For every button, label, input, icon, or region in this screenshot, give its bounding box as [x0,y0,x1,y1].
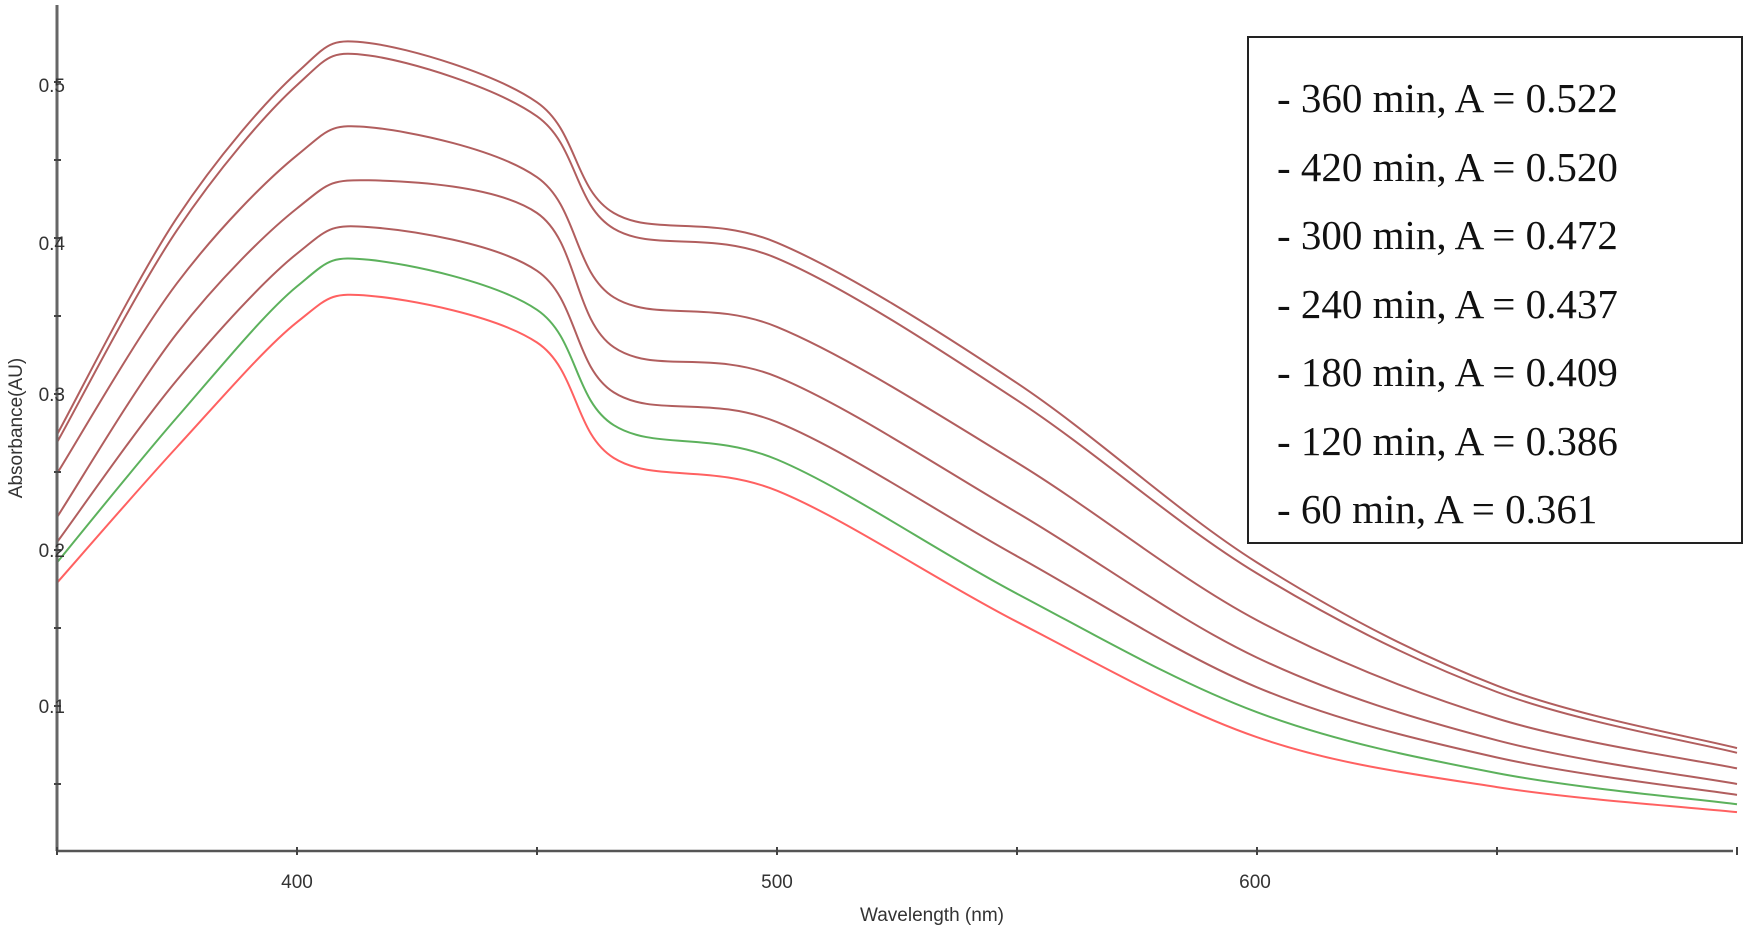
x-tick-label-500: 500 [761,872,793,893]
spectrum-line-120-min [56,257,1738,806]
y-axis-ticks [54,81,61,785]
legend-item-240-min: - 240 min, A = 0.437 [1277,280,1618,327]
spectrum-line-240-min [56,179,1738,785]
x-tick-label-600: 600 [1239,872,1271,893]
x-axis-title: Wavelength (nm) [860,905,1004,926]
legend-item-60-min: - 60 min, A = 0.361 [1277,486,1598,532]
legend-item-180-min: - 180 min, A = 0.409 [1277,349,1618,395]
x-axis-ticks [56,847,1738,855]
series-lines [56,40,1738,814]
legend-item-120-min: - 120 min, A = 0.386 [1277,417,1618,464]
y-tick-label-0.5: 0.5 [39,76,65,97]
spectrum-line-60-min [56,293,1738,814]
spectrum-line-360-min [56,40,1738,750]
spectrum-line-180-min [56,225,1738,796]
y-tick-label-0.1: 0.1 [39,697,65,718]
spectrum-line-300-min [56,125,1738,770]
spectrum-line-420-min [56,52,1738,754]
legend-item-360-min: - 360 min, A = 0.522 [1277,75,1618,121]
x-tick-label-400: 400 [281,872,313,893]
legend: - 360 min, A = 0.522 - 420 min, A = 0.52… [1247,36,1743,544]
legend-item-300-min: - 300 min, A = 0.472 [1277,212,1618,258]
y-tick-label-0.3: 0.3 [39,385,65,406]
legend-item-420-min: - 420 min, A = 0.520 [1277,143,1618,190]
y-tick-label-0.4: 0.4 [39,234,66,255]
y-tick-label-0.2: 0.2 [39,541,65,562]
y-axis-title: Absorbance(AU) [6,358,27,498]
